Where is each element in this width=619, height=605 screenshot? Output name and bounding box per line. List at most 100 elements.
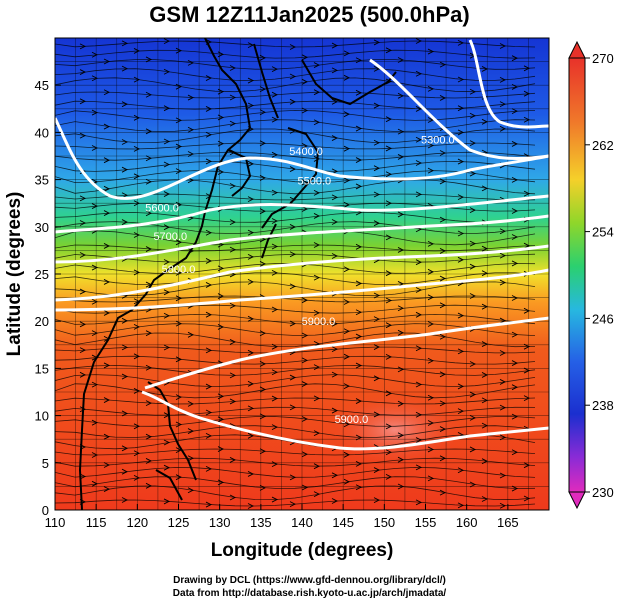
streamline [55, 272, 536, 285]
wind-arrowhead [481, 185, 489, 192]
wind-arrowhead [469, 414, 477, 421]
wind-arrowhead [271, 496, 279, 503]
wind-arrowhead [499, 502, 507, 509]
wind-arrowhead [373, 411, 381, 418]
wind-arrowhead [301, 484, 309, 491]
wind-arrowhead [343, 383, 351, 389]
wind-arrowhead [397, 57, 405, 63]
wind-arrowhead [385, 234, 393, 241]
wind-arrowhead [79, 43, 87, 50]
wind-arrowhead [271, 243, 279, 250]
streamline [55, 476, 536, 489]
wind-arrowhead [229, 494, 237, 501]
wind-arrowhead [385, 390, 393, 397]
wind-arrowhead [133, 474, 141, 481]
wind-arrowhead [439, 275, 447, 282]
wind-arrowhead [301, 107, 309, 114]
wind-arrowhead [343, 353, 351, 360]
streamline [55, 91, 536, 99]
wind-arrowhead [469, 361, 477, 367]
contour-label: 5300.0 [421, 135, 455, 147]
wind-arrowhead [145, 364, 153, 371]
wind-arrowhead [79, 406, 87, 413]
colorbar-tick-label: 262 [592, 138, 614, 153]
wind-arrowhead [163, 464, 171, 471]
wind-arrowhead [385, 200, 393, 207]
wind-arrowhead [481, 118, 489, 125]
wind-arrowhead [103, 89, 111, 96]
wind-arrowhead [91, 145, 99, 151]
wind-arrowhead [499, 252, 507, 259]
wind-arrowhead [271, 424, 279, 431]
wind-arrowhead [133, 114, 141, 121]
wind-arrowhead [355, 362, 363, 369]
wind-arrowhead [247, 315, 255, 322]
wind-arrowhead [313, 463, 321, 470]
wind-arrowhead [91, 480, 99, 487]
wind-arrowhead [133, 323, 141, 330]
y-axis-ticks: 0 5 10 15 20 25 30 35 40 45 [35, 78, 61, 518]
wind-arrowhead [289, 404, 297, 411]
wind-arrowhead [187, 331, 195, 338]
wind-arrowhead [355, 89, 363, 96]
x-axis-ticks: 110 115 120 125 130 135 140 145 150 155 160 165 [45, 504, 519, 530]
wind-arrowhead [133, 48, 141, 54]
wind-arrowhead [121, 65, 129, 72]
wind-arrowhead [343, 421, 351, 428]
wind-arrowhead [331, 472, 339, 479]
wind-arrowhead [439, 302, 447, 309]
streamline [55, 244, 536, 252]
wind-arrowhead [313, 156, 321, 162]
streamline [55, 355, 536, 365]
wind-arrowhead [511, 360, 519, 366]
wind-arrowhead [91, 109, 99, 116]
wind-arrowhead [397, 432, 405, 439]
wind-arrowhead [415, 411, 423, 418]
wind-arrowhead [247, 196, 255, 203]
wind-arrowhead [133, 173, 141, 180]
wind-arrowhead [313, 119, 321, 126]
wind-arrowhead [481, 66, 489, 72]
wind-arrowhead [301, 451, 309, 458]
wind-arrowhead [511, 234, 519, 240]
wind-arrowhead [397, 329, 405, 336]
wind-arrowhead [289, 501, 297, 508]
wind-arrowhead [91, 330, 99, 337]
colorbar-tick-label: 238 [592, 398, 614, 413]
wind-arrowhead [247, 102, 255, 109]
wind-arrowhead [385, 353, 393, 360]
wind-arrowhead [301, 206, 309, 212]
colorbar-top-triangle [568, 40, 586, 59]
x-tick-label: 130 [209, 515, 231, 530]
wind-arrowhead [313, 89, 321, 96]
wind-arrowhead [343, 201, 351, 208]
wind-arrowhead [481, 458, 489, 465]
wind-arrowhead [499, 317, 507, 324]
colorbar-tick-label: 246 [592, 311, 614, 326]
wind-arrowhead [205, 432, 213, 439]
wind-arrowhead [415, 136, 423, 143]
wind-arrowhead [259, 360, 267, 367]
wind-arrowhead [373, 375, 381, 382]
wind-arrowhead [175, 143, 183, 150]
wind-arrowhead [79, 98, 87, 105]
wind-arrowhead [271, 395, 279, 402]
wind-arrowhead [217, 265, 225, 272]
wind-arrowhead [103, 397, 111, 403]
wind-arrowhead [91, 264, 99, 271]
wind-arrowhead [247, 503, 255, 509]
wind-arrowhead [511, 384, 519, 391]
wind-arrowhead [259, 330, 267, 337]
wind-arrowhead [523, 65, 531, 72]
colorbar-bottom-triangle [568, 491, 586, 510]
wind-arrowhead [397, 247, 405, 253]
wind-arrowhead [355, 309, 363, 316]
y-tick-label: 15 [35, 361, 49, 376]
wind-arrowhead [163, 344, 171, 351]
wind-arrowhead [187, 487, 195, 494]
wind-arrowhead [271, 269, 279, 276]
wind-arrowhead [259, 413, 267, 420]
wind-arrowhead [355, 434, 363, 441]
wind-arrowhead [247, 160, 255, 167]
wind-arrowhead [481, 372, 489, 378]
